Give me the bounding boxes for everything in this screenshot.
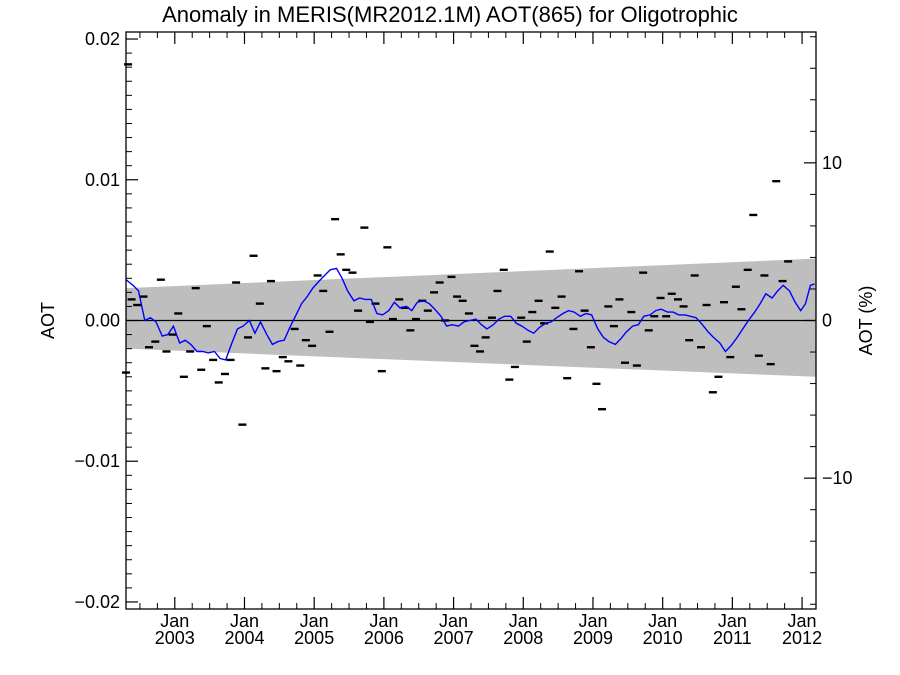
x-tick-label-year: 2011 <box>713 628 752 648</box>
y-tick-label-right: 0 <box>822 311 832 331</box>
y-tick-label-left: −0.01 <box>74 451 120 471</box>
x-tick-label-year: 2009 <box>573 628 613 648</box>
x-tick-label-month: Jan <box>718 611 747 631</box>
y-axis-label-left: AOT <box>38 302 58 339</box>
x-tick-label-month: Jan <box>648 611 677 631</box>
x-tick-label-month: Jan <box>788 611 817 631</box>
x-tick-label-month: Jan <box>230 611 259 631</box>
y-tick-label-right: −10 <box>822 468 853 488</box>
x-tick-label-year: 2012 <box>782 628 822 648</box>
y-tick-label-left: 0.00 <box>85 311 120 331</box>
x-tick-label-month: Jan <box>300 611 329 631</box>
x-tick-label-year: 2010 <box>643 628 683 648</box>
y-tick-label-left: 0.02 <box>85 29 120 49</box>
x-tick-label-year: 2003 <box>155 628 195 648</box>
x-tick-label-year: 2007 <box>434 628 474 648</box>
x-tick-label-year: 2006 <box>364 628 404 648</box>
y-axis-label-right: AOT (%) <box>856 286 876 356</box>
x-tick-label-year: 2005 <box>294 628 334 648</box>
x-tick-label-month: Jan <box>509 611 538 631</box>
x-tick-label-month: Jan <box>578 611 607 631</box>
x-tick-label-month: Jan <box>439 611 468 631</box>
y-tick-label-right: 10 <box>822 153 842 173</box>
y-tick-label-left: −0.02 <box>74 592 120 612</box>
chart-title: Anomaly in MERIS(MR2012.1M) AOT(865) for… <box>162 2 738 27</box>
smoothed-series-line <box>125 267 815 361</box>
x-tick-label-year: 2008 <box>503 628 543 648</box>
y-tick-label-left: 0.01 <box>85 170 120 190</box>
x-tick-label-month: Jan <box>369 611 398 631</box>
uncertainty-band <box>126 258 816 377</box>
x-tick-label-year: 2004 <box>224 628 264 648</box>
x-tick-label-month: Jan <box>160 611 189 631</box>
